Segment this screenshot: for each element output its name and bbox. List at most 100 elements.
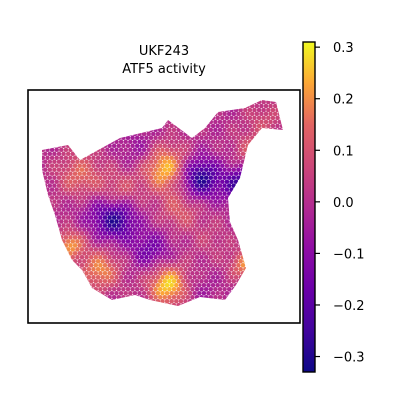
spot [183, 163, 188, 168]
spot [224, 259, 230, 264]
spot [268, 135, 273, 141]
spot [287, 96, 292, 101]
spot [284, 116, 289, 121]
spot [236, 143, 241, 149]
spot [148, 191, 154, 196]
spot [111, 239, 117, 244]
spot [210, 243, 216, 248]
spot [178, 275, 184, 280]
spot [153, 271, 158, 276]
spot [91, 115, 96, 121]
spot [84, 100, 89, 101]
spot [88, 231, 94, 236]
spot [183, 235, 188, 240]
spot [210, 251, 216, 256]
spot [98, 143, 103, 149]
spot [229, 282, 234, 288]
spot [121, 103, 126, 109]
spot [91, 282, 96, 288]
spot [254, 159, 260, 164]
spot [98, 286, 103, 292]
spot [105, 298, 110, 304]
spot [65, 127, 71, 133]
spot [287, 303, 292, 308]
spot [102, 255, 108, 260]
spot [100, 163, 105, 168]
spot [208, 215, 214, 220]
spot [194, 167, 200, 172]
spot [266, 179, 271, 184]
spot [95, 298, 101, 304]
spot [91, 267, 96, 272]
spot [199, 103, 204, 109]
spot [206, 147, 211, 153]
spot [226, 223, 232, 228]
spot [107, 294, 112, 300]
spot [86, 259, 92, 264]
spot [95, 282, 101, 288]
spot [125, 286, 131, 292]
spot [144, 223, 149, 228]
spot [171, 294, 177, 300]
spot [45, 298, 50, 304]
spot [268, 191, 273, 196]
spot [190, 247, 195, 252]
spot [231, 127, 237, 133]
spot [259, 207, 264, 212]
spot [279, 131, 283, 137]
spot [118, 187, 124, 192]
spot [174, 179, 179, 184]
spot [238, 179, 243, 184]
spot [185, 302, 191, 306]
spot [105, 251, 110, 256]
spot [224, 203, 230, 208]
spot [42, 223, 48, 228]
spot [185, 127, 191, 133]
spot [167, 247, 172, 252]
spot [270, 163, 276, 168]
spot [61, 191, 66, 196]
spot [45, 131, 50, 137]
spot [88, 127, 94, 133]
spot [192, 259, 197, 264]
spot [47, 175, 53, 180]
spot [270, 115, 276, 121]
spot [174, 107, 179, 113]
spot [134, 119, 140, 125]
spot [77, 267, 82, 272]
spot [77, 203, 82, 208]
spot [45, 195, 50, 200]
spot [270, 131, 276, 137]
spot [240, 175, 246, 180]
spot [263, 103, 269, 109]
spot [118, 290, 124, 296]
spot [68, 275, 73, 280]
spot [91, 219, 96, 224]
spot [98, 159, 103, 164]
spot [107, 255, 112, 260]
spot [256, 195, 262, 200]
spot [249, 175, 255, 180]
spot [91, 243, 96, 248]
spot [201, 115, 207, 121]
spot [275, 139, 280, 145]
spot [59, 259, 64, 264]
spot [68, 163, 73, 168]
spot [185, 223, 191, 228]
spot [132, 298, 138, 304]
spot [201, 107, 207, 113]
spot [34, 191, 39, 196]
spot [201, 298, 207, 304]
spot [259, 191, 264, 196]
spot [164, 267, 170, 272]
spot [100, 131, 105, 137]
spot [252, 227, 257, 232]
spot [123, 298, 128, 304]
chart-title: UKF243 [139, 44, 189, 59]
spot [75, 286, 80, 292]
spot [61, 239, 66, 244]
spot [270, 100, 276, 105]
spot [47, 119, 53, 125]
spot [231, 199, 237, 204]
spot [148, 255, 154, 260]
